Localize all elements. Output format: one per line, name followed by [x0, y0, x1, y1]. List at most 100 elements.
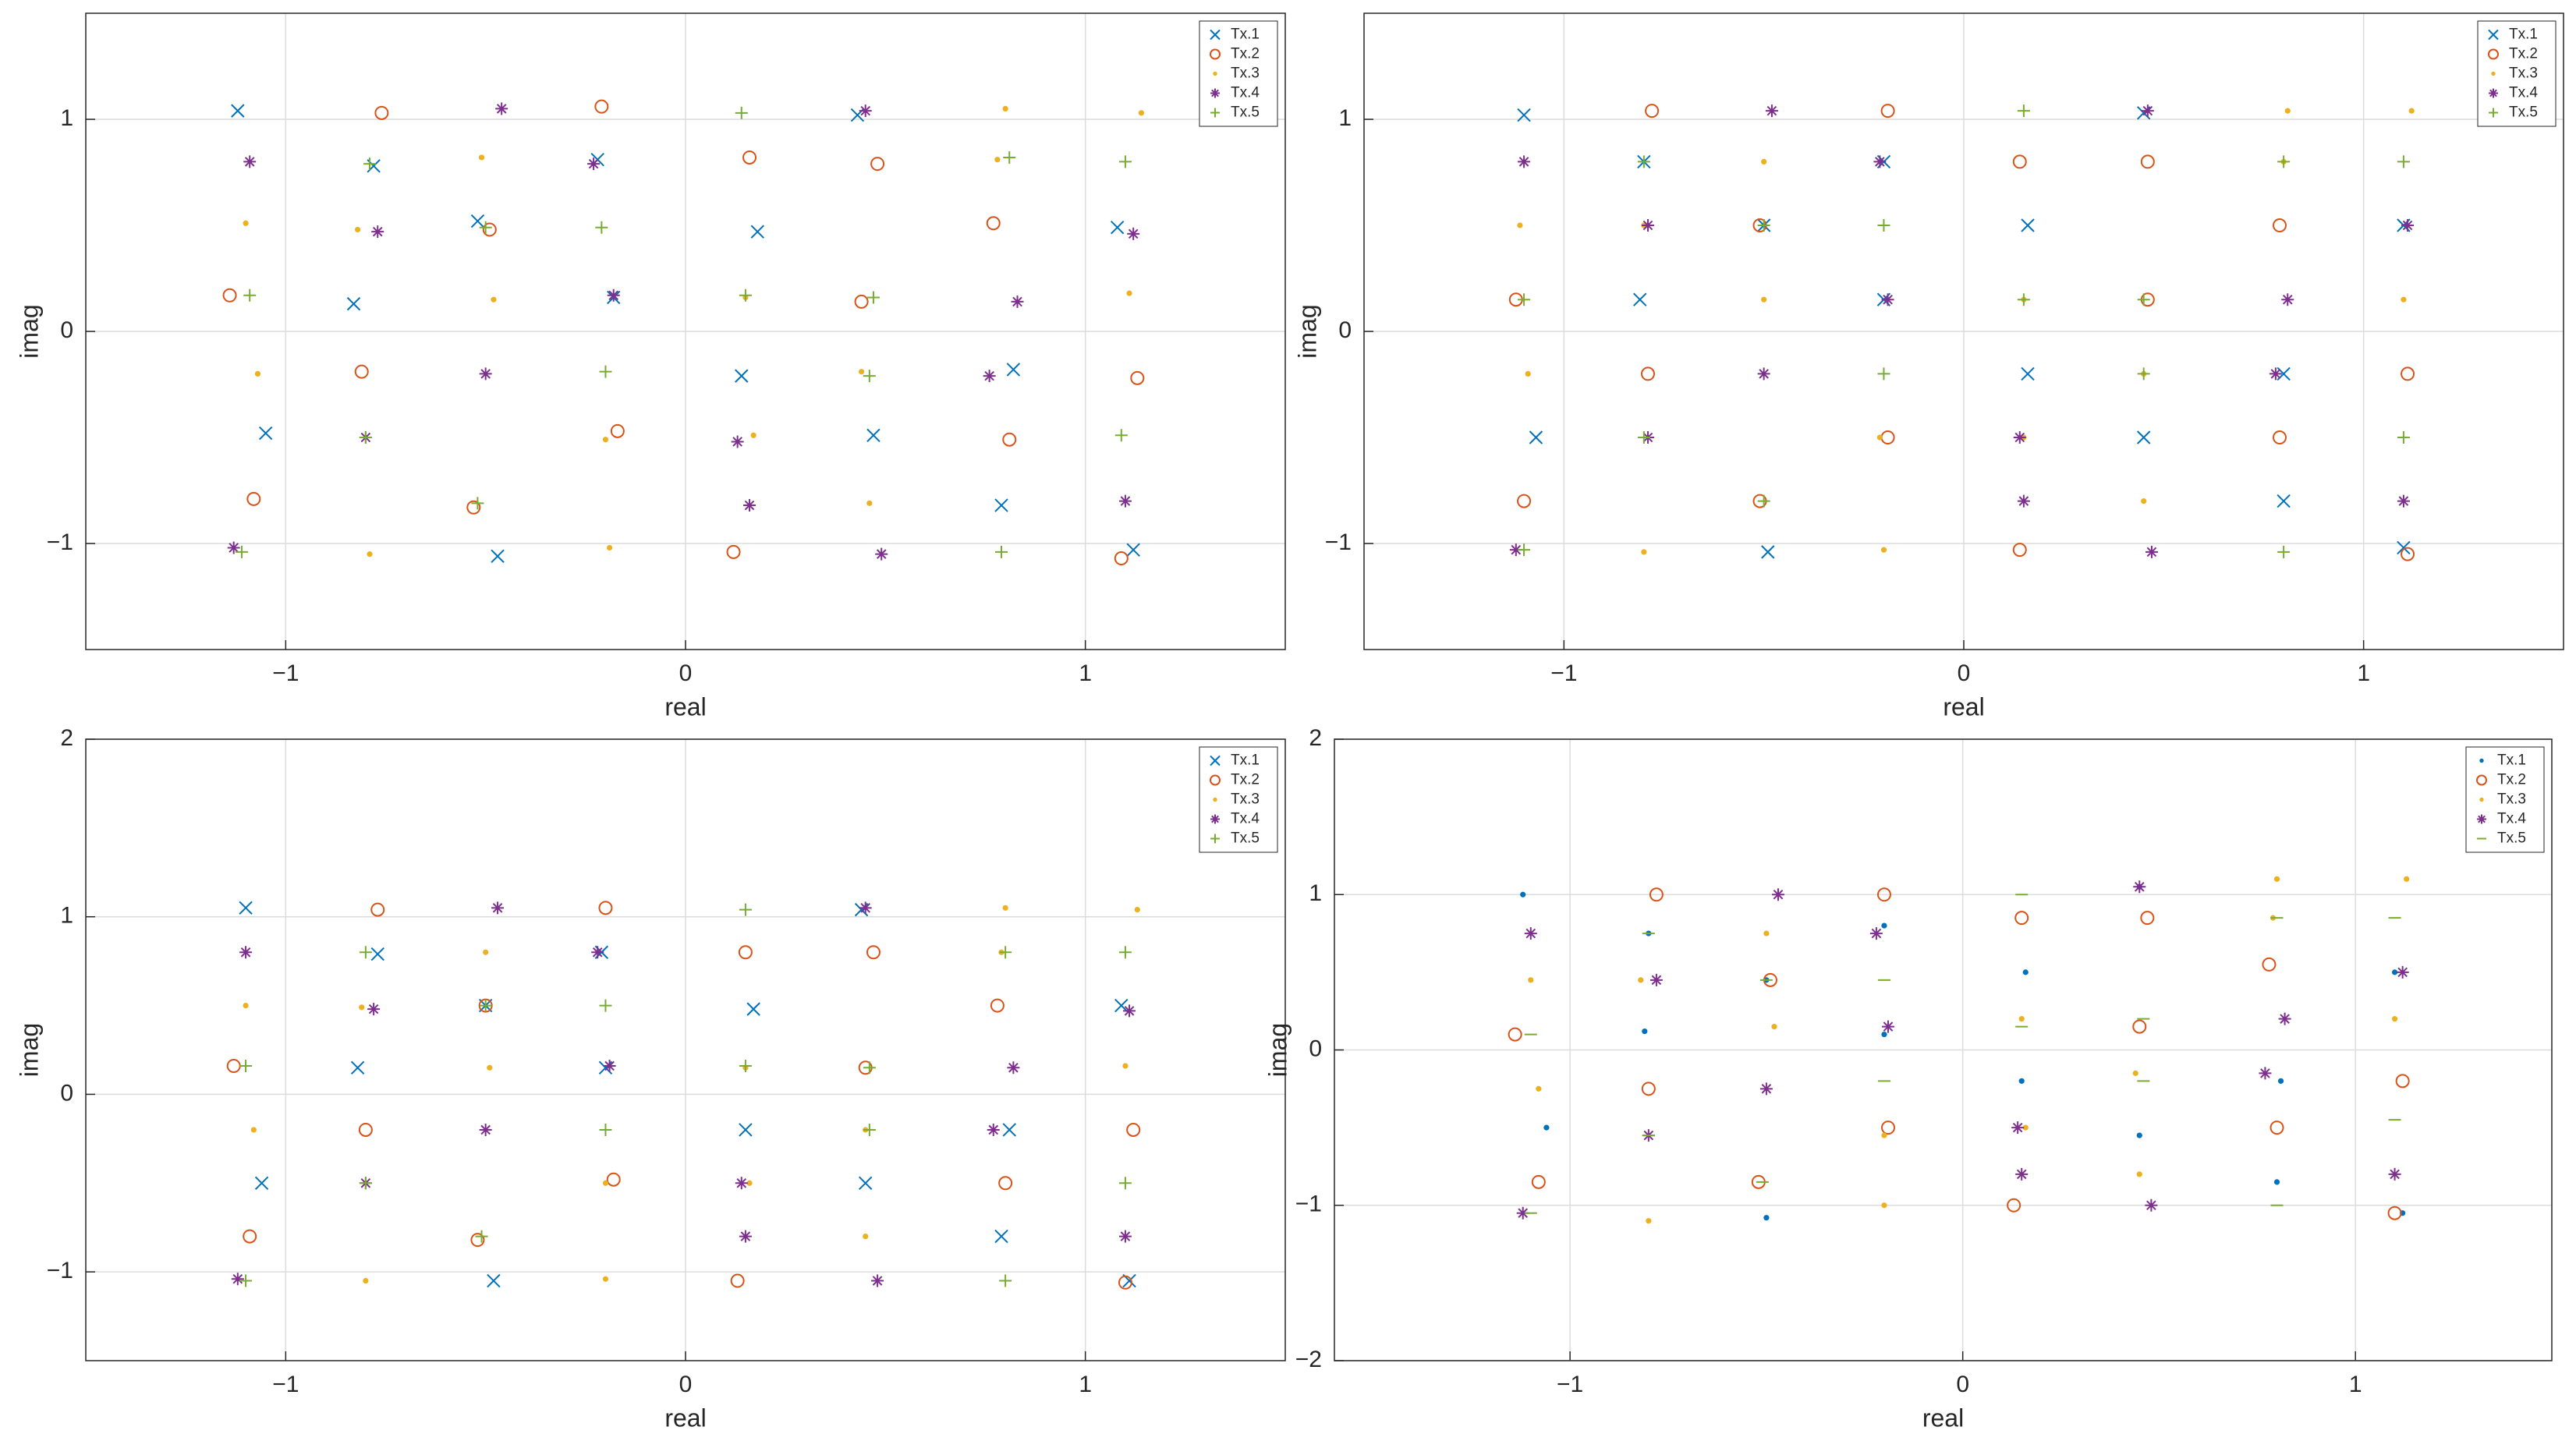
legend: Tx.1 Tx.2 Tx.3 Tx.4 Tx.5: [2465, 746, 2545, 853]
marker: [1130, 370, 1145, 385]
marker: [1881, 1202, 1887, 1209]
marker: [987, 1123, 1000, 1136]
marker: [603, 1059, 616, 1072]
marker: [2488, 48, 2499, 60]
marker: [1649, 973, 1663, 986]
marker: [1134, 907, 1140, 913]
legend-label: Tx.5: [1231, 104, 1260, 121]
legend: Tx.1 Tx.2 Tx.3 Tx.4 Tx.5: [1199, 746, 1278, 853]
legend-label: Tx.4: [2497, 811, 2526, 827]
marker: [1641, 549, 1647, 555]
marker: [1881, 1031, 1887, 1038]
marker: [1517, 494, 1532, 508]
marker: [730, 1273, 745, 1288]
marker: [1002, 905, 1008, 911]
marker: [1543, 1124, 1550, 1131]
legend-label: Tx.2: [2497, 772, 2526, 788]
marker: [2273, 430, 2287, 444]
marker: [1524, 927, 1537, 940]
marker: [2136, 1171, 2142, 1177]
marker: [1761, 158, 1767, 165]
marker: [1771, 1024, 1777, 1030]
marker: [735, 369, 749, 383]
points: [226, 901, 1141, 1290]
legend-label: Tx.1: [1231, 27, 1260, 43]
marker: [606, 1172, 621, 1187]
marker: [363, 1277, 369, 1284]
marker: [594, 99, 609, 114]
marker: [246, 491, 261, 506]
marker: [1011, 295, 1024, 308]
y-tick-label: 1: [60, 105, 73, 131]
marker: [363, 158, 376, 171]
marker: [2388, 1167, 2401, 1181]
marker: [2489, 88, 2498, 98]
marker: [595, 221, 608, 234]
legend-label: Tx.3: [2497, 791, 2526, 808]
marker: [726, 544, 741, 559]
marker: [1210, 834, 1220, 844]
marker: [2387, 1205, 2402, 1220]
marker: [1772, 888, 1785, 901]
marker: [2022, 1124, 2029, 1131]
marker: [599, 999, 612, 1012]
marker: [231, 104, 245, 118]
marker: [1517, 108, 1531, 122]
legend-label: Tx.3: [2509, 65, 2538, 82]
marker: [250, 1127, 257, 1133]
marker: [243, 1002, 249, 1009]
marker: [2141, 104, 2154, 118]
marker: [739, 1230, 752, 1243]
marker: [1761, 296, 1767, 303]
marker: [1213, 797, 1217, 802]
marker: [995, 545, 1008, 558]
x-tick-label: 0: [1956, 1372, 1969, 1397]
marker: [1114, 551, 1129, 566]
marker: [239, 1274, 253, 1287]
marker: [858, 369, 865, 375]
marker: [1876, 887, 1891, 902]
marker: [739, 289, 752, 302]
marker: [1007, 1061, 1020, 1074]
marker: [231, 1273, 244, 1286]
legend-label: Tx.4: [1231, 85, 1260, 101]
marker: [1763, 1215, 1770, 1221]
marker: [602, 437, 609, 443]
marker: [1210, 88, 1220, 98]
marker: [607, 289, 620, 302]
legend-box: [1199, 20, 1278, 127]
marker: [1003, 150, 1016, 164]
marker: [367, 1003, 381, 1016]
marker: [1642, 1028, 1648, 1035]
marker: [1114, 429, 1128, 442]
marker: [999, 946, 1012, 959]
axes: −1 0 1 −2 −1 0 1 2 real imag Tx.1 Tx.2 Tx.3 Tx.4 Tx.5: [1263, 725, 2553, 1432]
marker: [2397, 155, 2410, 168]
marker: [746, 1180, 753, 1186]
marker: [471, 497, 484, 510]
marker: [739, 1123, 753, 1137]
marker: [482, 222, 497, 237]
marker: [1869, 927, 1883, 940]
marker: [2273, 218, 2287, 232]
axes: −1 0 1 −1 0 1 real imag Tx.1 Tx.2 Tx.3 Tx.4 Tx.5: [1293, 12, 2564, 720]
marker: [1210, 29, 1221, 41]
marker: [2007, 1198, 2021, 1213]
marker: [1877, 219, 1890, 232]
marker: [1118, 1275, 1132, 1290]
marker: [2017, 293, 2030, 306]
marker: [1518, 293, 1531, 306]
marker: [1126, 543, 1140, 557]
legend: Tx.1 Tx.2 Tx.3 Tx.4 Tx.5: [2477, 20, 2557, 127]
marker: [359, 1004, 365, 1011]
marker: [1529, 430, 1543, 444]
marker: [2401, 366, 2415, 381]
marker: [359, 946, 372, 959]
marker: [495, 102, 508, 115]
marker: [1114, 998, 1129, 1013]
marker: [466, 500, 481, 515]
marker: [1210, 48, 1221, 60]
marker: [2277, 155, 2291, 168]
marker: [2395, 1074, 2410, 1089]
legend-box: [2465, 746, 2545, 853]
